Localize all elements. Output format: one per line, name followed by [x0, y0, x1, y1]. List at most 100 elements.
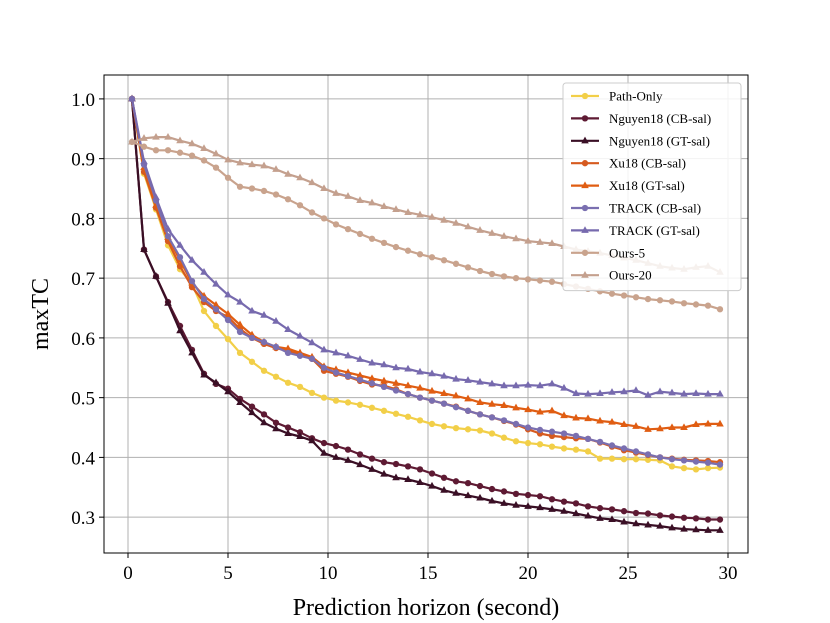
- data-point: [428, 369, 436, 377]
- data-point: [716, 526, 724, 533]
- data-point: [584, 448, 592, 455]
- data-point: [200, 144, 208, 152]
- data-point: [476, 427, 484, 434]
- data-point: [320, 215, 328, 222]
- data-point: [644, 456, 652, 463]
- data-point: [308, 338, 316, 346]
- data-point: [464, 426, 472, 433]
- legend-label: Nguyen18 (GT-sal): [609, 133, 710, 148]
- data-point: [644, 510, 652, 517]
- data-point: [428, 254, 436, 261]
- data-point: [572, 389, 580, 396]
- legend-label: Ours-5: [609, 245, 645, 260]
- data-point: [368, 198, 376, 206]
- data-point: [464, 479, 472, 487]
- data-point: [392, 473, 400, 481]
- data-point: [644, 520, 652, 528]
- data-point: [668, 423, 676, 431]
- data-point: [548, 505, 556, 512]
- data-point: [368, 455, 376, 462]
- data-point: [200, 370, 208, 378]
- data-point: [500, 417, 508, 424]
- data-point: [416, 210, 424, 218]
- x-tick-label: 20: [519, 563, 538, 584]
- data-point: [596, 514, 604, 521]
- data-point: [164, 132, 172, 140]
- data-point: [536, 381, 544, 389]
- data-point: [440, 389, 448, 396]
- grid-layer: [104, 75, 748, 553]
- data-point: [356, 401, 364, 408]
- legend-item: TRACK (GT-sal): [571, 223, 700, 238]
- data-point: [716, 389, 724, 397]
- data-point: [668, 298, 676, 305]
- data-point: [212, 164, 220, 171]
- data-point: [260, 367, 268, 374]
- data-point: [368, 374, 376, 382]
- data-point: [380, 376, 388, 384]
- data-point: [296, 202, 304, 209]
- data-point: [560, 383, 568, 391]
- data-point: [140, 157, 148, 165]
- data-point: [260, 411, 268, 418]
- data-point: [392, 243, 400, 251]
- data-point: [212, 322, 220, 330]
- data-point: [404, 208, 412, 215]
- data-point: [296, 331, 304, 339]
- data-point: [224, 387, 232, 395]
- data-point: [488, 430, 496, 437]
- data-point: [704, 389, 712, 397]
- data-point: [272, 419, 280, 426]
- data-point: [464, 491, 472, 499]
- data-point: [692, 420, 700, 428]
- data-point: [272, 343, 280, 351]
- data-point: [272, 424, 280, 432]
- data-point: [188, 277, 196, 285]
- series-2: [128, 94, 724, 533]
- data-point: [608, 455, 616, 462]
- data-point: [356, 460, 364, 468]
- data-point: [332, 369, 340, 376]
- data-point: [440, 423, 448, 430]
- data-point: [320, 439, 328, 447]
- data-point: [248, 408, 256, 416]
- legend-marker: [581, 271, 589, 278]
- legend-item: Path-Only: [571, 89, 663, 104]
- legend-item: Xu18 (GT-sal): [571, 178, 685, 193]
- data-point: [344, 399, 352, 406]
- data-point: [176, 254, 184, 261]
- data-point: [392, 460, 400, 468]
- data-point: [392, 205, 400, 212]
- data-point: [704, 302, 712, 309]
- data-point: [320, 184, 328, 192]
- data-point: [668, 456, 676, 463]
- data-point: [548, 496, 556, 503]
- data-point: [128, 94, 136, 102]
- data-point: [440, 400, 448, 407]
- data-point: [416, 367, 424, 375]
- data-point: [284, 325, 292, 333]
- legend-label: Xu18 (CB-sal): [609, 156, 686, 171]
- data-point: [380, 469, 388, 477]
- data-point: [380, 239, 388, 247]
- y-tick-label: 0.6: [71, 329, 95, 350]
- data-point: [296, 432, 304, 440]
- data-point: [512, 420, 520, 428]
- data-point: [200, 295, 208, 303]
- data-point: [176, 136, 184, 144]
- data-point: [416, 394, 424, 401]
- data-point: [356, 196, 364, 203]
- data-point: [524, 380, 532, 388]
- data-point: [524, 236, 532, 244]
- data-point: [536, 277, 544, 284]
- data-point: [380, 383, 388, 391]
- data-point: [296, 383, 304, 391]
- data-point: [608, 290, 616, 297]
- data-point: [608, 417, 616, 425]
- data-point: [332, 442, 340, 450]
- data-point: [716, 306, 724, 313]
- data-point: [368, 465, 376, 472]
- data-point: [656, 424, 664, 432]
- data-point: [428, 386, 436, 394]
- data-point: [236, 320, 244, 328]
